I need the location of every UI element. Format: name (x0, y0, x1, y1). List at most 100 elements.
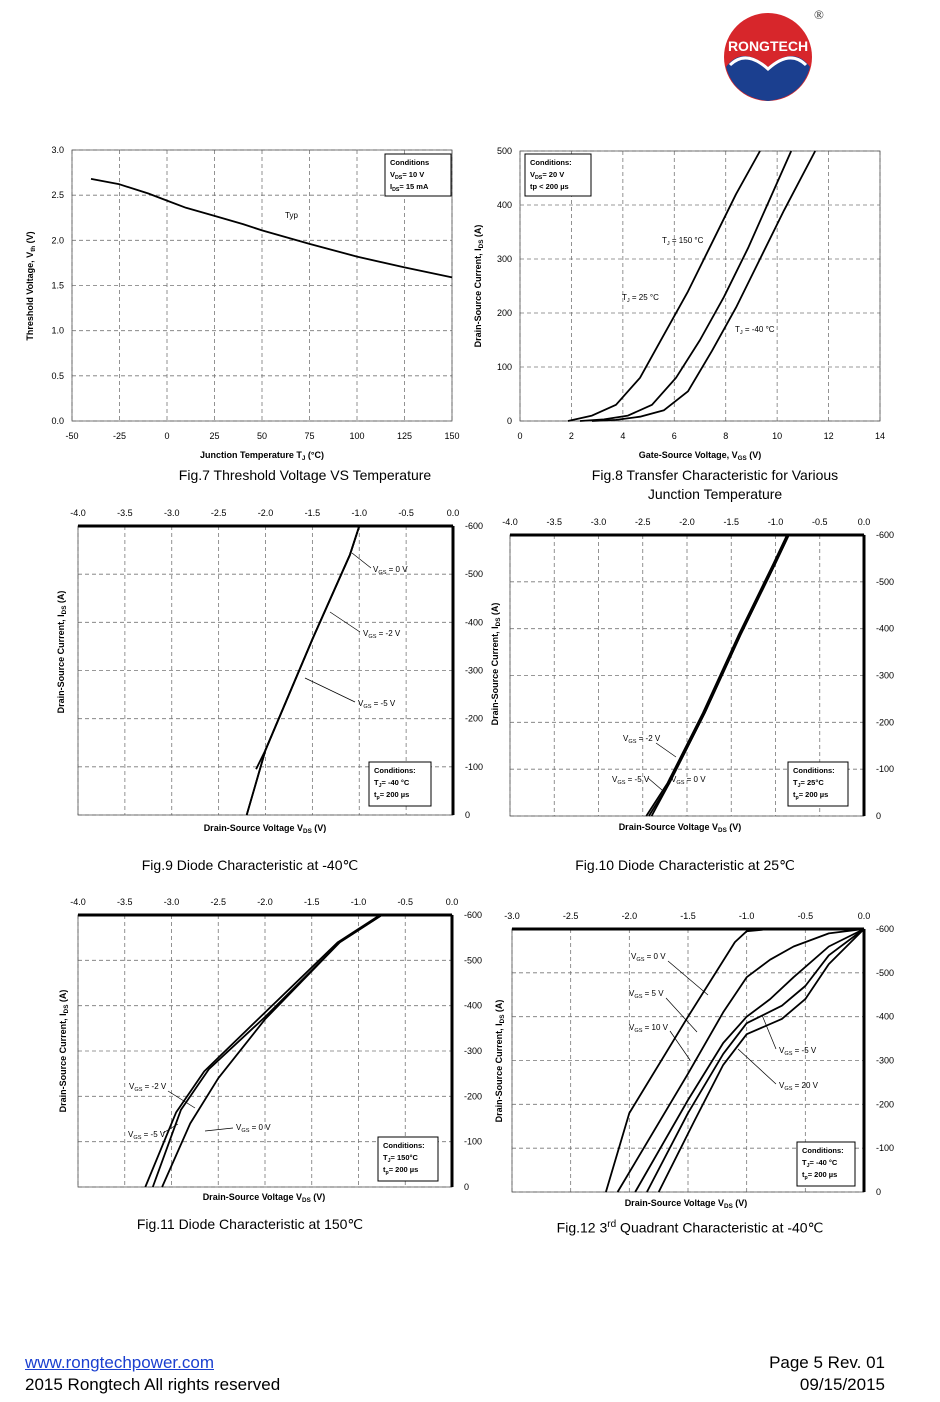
fig9-conditions-line-0-post: = -40 °C (382, 778, 410, 787)
fig11-series-label-1-main: V (129, 1082, 135, 1091)
fig8-conditions-line-0-post: = 20 V (542, 170, 564, 179)
fig12-ytick-label: -200 (876, 1099, 894, 1109)
footer-url-link[interactable]: www.rongtechpower.com (25, 1353, 214, 1372)
fig8-series-label-0-main: T (662, 236, 667, 245)
fig12-xtick-label: 0.0 (858, 911, 871, 921)
fig10-ylabel: Drain-Source Current, IDS (A) (490, 603, 502, 726)
fig7-xtick-label: 100 (349, 431, 364, 441)
fig12-series-label-3-main: V (779, 1081, 785, 1090)
fig11-series-label-1-sub: GS (134, 1087, 142, 1093)
fig8-series-label-1-sub: J (627, 298, 630, 304)
fig10-conditions-line-1-sub: p (796, 795, 799, 801)
fig9-ytick-label: -500 (465, 569, 483, 579)
fig9-conditions-line-1-main: t (374, 790, 377, 799)
fig7-conditions-line-1-main: I (390, 182, 392, 191)
fig8-series-label-2-sub: J (740, 330, 743, 336)
fig10-xtick-label: -0.5 (812, 517, 828, 527)
fig8-xtick-label: 6 (672, 431, 677, 441)
fig9-series-label-2-post: = -5 V (371, 699, 395, 708)
fig10-series-label-2: VGS = -5 V (612, 775, 650, 786)
fig10-label-leader-1 (655, 742, 677, 758)
fig8-xlabel-post: (V) (747, 450, 762, 460)
fig11-conditions-title: Conditions: (383, 1141, 425, 1150)
fig12-caption: Fig.12 3rd Quadrant Characteristic at -4… (490, 1215, 890, 1238)
logo-brand-text: RONGTECH (728, 38, 808, 54)
fig9-series-label-0-main: V (373, 565, 379, 574)
fig11-xlabel: Drain-Source Voltage VDS (V) (203, 1192, 326, 1204)
fig12-conditions-line-1-sub: p (805, 1175, 808, 1181)
fig10-series-label-1-post: = -2 V (636, 734, 660, 743)
fig12-conditions-line-0-post: = -40 °C (810, 1158, 838, 1167)
fig12-series-label-3-sub: GS (784, 1086, 792, 1092)
fig12-xlabel: Drain-Source Voltage VDS (V) (625, 1198, 748, 1210)
fig12-conditions-line-1: tp= 200 µs (802, 1170, 837, 1181)
fig9-series-0-line (255, 525, 377, 770)
fig9-conditions-box (368, 761, 432, 807)
fig12-series-label-4-post: = -5 V (792, 1046, 816, 1055)
fig10-ytick-label: 0 (876, 811, 881, 821)
fig10-caption: Fig.10 Diode Characteristic at 25℃ (575, 857, 795, 873)
fig8-ytick-label: 400 (497, 200, 512, 210)
fig12-xtick-label: -1.5 (680, 911, 696, 921)
fig9-xlabel: Drain-Source Voltage VDS (V) (204, 823, 327, 835)
fig11-xtick-label: -0.5 (397, 897, 413, 907)
footer-url[interactable]: www.rongtechpower.com (25, 1352, 214, 1373)
fig7-conditions-line-1: IDS= 15 mA (390, 182, 429, 193)
fig9-label-leader-2 (304, 677, 356, 703)
fig7-ylabel: Threshold Voltage, Vth (V) (25, 231, 37, 340)
fig11-series-label-0-post: = 0 V (249, 1123, 271, 1132)
fig11-ytick-label: 0 (464, 1182, 469, 1192)
fig12-series-label-2-sub: GS (634, 1028, 642, 1034)
fig11-label-leader-0 (204, 1127, 234, 1132)
fig7-chart: -50 -25 0 25 50 75 100 125 150 0.0 0.5 1.0 1.5 2.0 2.5… (25, 145, 460, 462)
fig12-ytick-label: -100 (876, 1143, 894, 1153)
fig9-ytick-label: -600 (465, 521, 483, 531)
fig12-ytick-label: -500 (876, 968, 894, 978)
fig11-xtick-label: -4.0 (70, 897, 86, 907)
fig9-conditions-title: Conditions: (374, 766, 416, 775)
fig8-conditions-line-1-main: tp < 200 µs (530, 182, 569, 191)
fig12-conditions-line-0-main: T (802, 1158, 807, 1167)
fig8-xtick-label: 2 (569, 431, 574, 441)
fig8-ylabel-main: Drain-Source Current, I (473, 248, 483, 347)
fig10-conditions-title: Conditions: (793, 766, 835, 775)
fig11-xlabel-sub: DS (302, 1197, 311, 1204)
fig8-xtick-label: 10 (772, 431, 782, 441)
fig12-conditions-line-1-post: = 200 µs (808, 1170, 838, 1179)
fig9-series-label-2-sub: GS (363, 704, 371, 710)
fig7-ytick-label: 1.0 (51, 326, 64, 336)
fig10-xtick-label: -4.0 (502, 517, 518, 527)
fig11-ytick-label: -500 (464, 955, 482, 965)
fig9-series-label-1-main: V (363, 629, 369, 638)
fig7-conditions-line-0-sub: DS (395, 175, 403, 181)
fig8-ytick-label: 300 (497, 254, 512, 264)
fig9-series-label-1-post: = -2 V (376, 629, 400, 638)
fig8-series-label-2: TJ = -40 °C (735, 325, 775, 336)
fig8-conditions-title: Conditions: (530, 158, 572, 167)
fig7-caption: Fig.7 Threshold Voltage VS Temperature (178, 467, 432, 483)
fig7-ylabel-main: Threshold Voltage, V (25, 252, 35, 341)
fig9-series-label-0-sub: GS (378, 570, 386, 576)
fig10-xlabel-sub: DS (718, 827, 727, 834)
fig10-ytick-label: -100 (876, 764, 894, 774)
fig12-label-leader-4 (761, 1014, 777, 1050)
fig11-ytick-label: -300 (464, 1046, 482, 1056)
fig10-ytick-label: -300 (876, 671, 894, 681)
fig8-series-label-2-post: = -40 °C (743, 325, 775, 334)
fig10-conditions-line-1-main: t (793, 790, 796, 799)
fig9-series-label-2-main: V (358, 699, 364, 708)
fig7-ytick-label: 2.0 (51, 235, 64, 245)
fig11-ytick-label: -400 (464, 1001, 482, 1011)
logo-emblem-icon: RONGTECH ® (724, 7, 824, 101)
fig10-series-label-2-sub: GS (617, 780, 625, 786)
fig9-caption: Fig.9 Diode Characteristic at -40℃ (141, 857, 359, 873)
fig12-series-2-line (634, 928, 865, 1193)
fig11-conditions-line-0: TJ= 150°C (383, 1153, 418, 1164)
fig12-xlabel-sub: DS (724, 1203, 733, 1210)
fig11-ylabel-sub: DS (63, 1005, 70, 1014)
fig9-xlabel-sub: DS (303, 828, 312, 835)
fig11-ylabel-post: (A) (58, 990, 68, 1005)
fig8-caption-line2: Junction Temperature (647, 486, 783, 502)
fig10-ytick-label: -500 (876, 577, 894, 587)
